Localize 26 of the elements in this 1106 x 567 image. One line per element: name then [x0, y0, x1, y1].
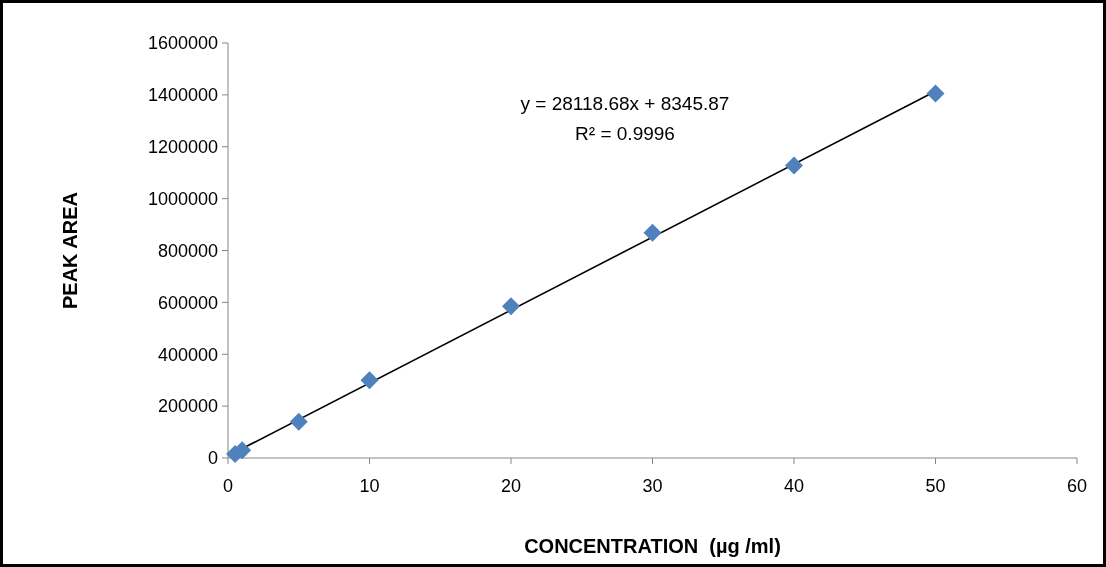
y-tick-label: 0	[207, 448, 218, 469]
y-tick-label: 1000000	[147, 188, 218, 209]
annotation: y = 28118.68x + 8345.87	[520, 93, 730, 114]
y-tick-label: 1600000	[147, 33, 218, 54]
point	[289, 412, 308, 431]
y-axis-title: PEAK AREA	[59, 191, 81, 310]
x-tick-label: 30	[642, 476, 663, 496]
point	[360, 371, 379, 390]
point	[785, 156, 803, 175]
x-tick-label: 10	[359, 476, 380, 496]
x-tick-label: 50	[925, 476, 946, 496]
x-tick-label: 20	[500, 476, 522, 496]
y-tick-label: 1400000	[147, 85, 218, 106]
point	[502, 297, 520, 316]
x-tick-label: 40	[783, 476, 805, 496]
y-tick-label: 400000	[157, 344, 218, 365]
x-tick-label: 60	[1066, 476, 1088, 496]
point	[643, 223, 662, 242]
y-tick-label: 800000	[157, 240, 218, 261]
x-tick-label: 0	[222, 476, 234, 496]
annotation: R² = 0.9996	[575, 123, 675, 144]
point	[926, 84, 945, 103]
y-tick-label: 200000	[157, 396, 218, 417]
y-tick-label: 1200000	[147, 137, 218, 158]
x-axis-title: CONCENTRATION (µg /ml)	[524, 535, 781, 557]
y-tick-label: 600000	[157, 292, 218, 313]
